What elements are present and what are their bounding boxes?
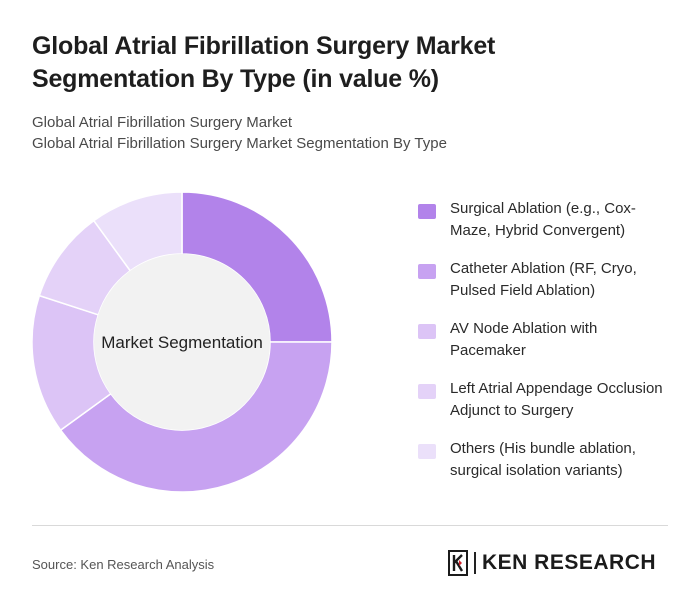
legend-label: Catheter Ablation (RF, Cryo, Pulsed Fiel… bbox=[450, 260, 637, 299]
logo-separator bbox=[474, 552, 476, 574]
legend-item: Others (His bundle ablation, surgical is… bbox=[418, 438, 678, 498]
chart-title: Global Atrial Fibrillation Surgery Marke… bbox=[32, 32, 496, 93]
ken-research-logo: KEN RESEARCH bbox=[448, 549, 656, 577]
legend-item: Left Atrial Appendage Occlusion Adjunct … bbox=[418, 378, 678, 438]
donut-center-label: Market Segmentation bbox=[101, 333, 263, 352]
ken-research-k-logo-icon bbox=[448, 550, 468, 576]
chart-legend: Surgical Ablation (e.g., Cox-Maze, Hybri… bbox=[418, 198, 678, 498]
footer-divider bbox=[32, 525, 668, 526]
chart-subtitle-1: Global Atrial Fibrillation Surgery Marke… bbox=[32, 114, 293, 131]
legend-label: Left Atrial Appendage Occlusion Adjunct … bbox=[450, 380, 663, 419]
logo-text: KEN RESEARCH bbox=[482, 551, 657, 574]
chart-subtitle-2: Global Atrial Fibrillation Surgery Marke… bbox=[32, 135, 447, 152]
legend-swatch bbox=[418, 204, 436, 219]
legend-swatch bbox=[418, 264, 436, 279]
donut-chart-svg: Market Segmentation bbox=[31, 191, 333, 493]
legend-item: Catheter Ablation (RF, Cryo, Pulsed Fiel… bbox=[418, 258, 678, 318]
legend-item: Surgical Ablation (e.g., Cox-Maze, Hybri… bbox=[418, 198, 678, 258]
donut-chart: Market Segmentation bbox=[31, 191, 333, 493]
source-note: Source: Ken Research Analysis bbox=[32, 557, 215, 572]
legend-label: AV Node Ablation with Pacemaker bbox=[450, 320, 598, 359]
legend-swatch bbox=[418, 384, 436, 399]
legend-label: Others (His bundle ablation, surgical is… bbox=[450, 440, 636, 479]
legend-swatch bbox=[418, 324, 436, 339]
legend-label: Surgical Ablation (e.g., Cox-Maze, Hybri… bbox=[450, 200, 636, 239]
legend-swatch bbox=[418, 444, 436, 459]
donut-center bbox=[94, 254, 270, 430]
legend-item: AV Node Ablation with Pacemaker bbox=[418, 318, 678, 378]
